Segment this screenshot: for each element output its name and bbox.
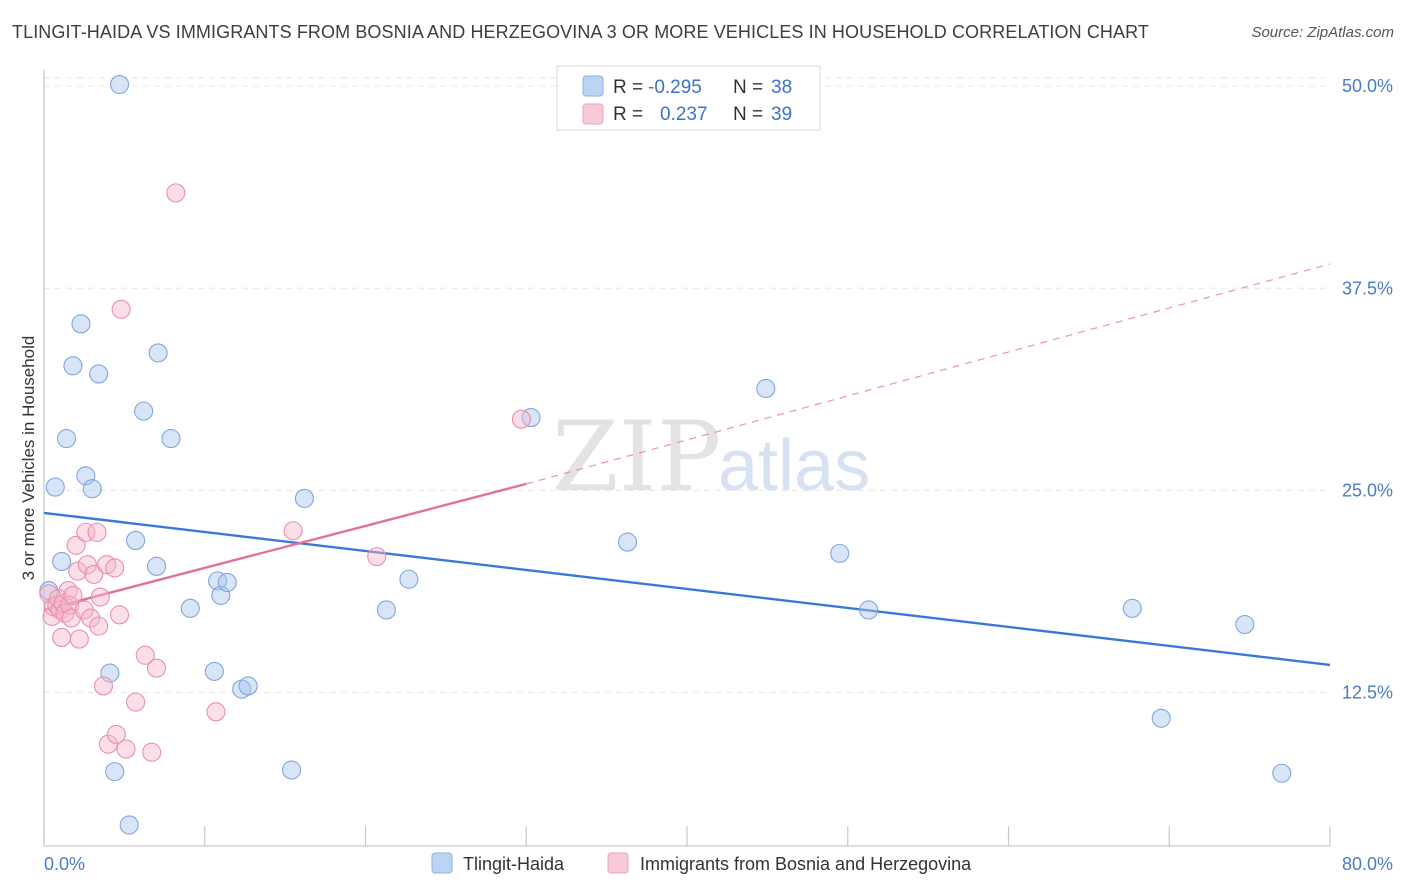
point-0-17: [161, 429, 181, 449]
y-tick-label-3: 50.0%: [1342, 76, 1393, 96]
point-1-39: [367, 547, 387, 567]
point-0-31: [756, 378, 776, 399]
bottom-legend-swatch-blue: [431, 852, 453, 874]
point-0-18: [180, 598, 200, 618]
point-0-22: [217, 572, 237, 593]
point-1-15: [69, 629, 89, 649]
point-1-13: [66, 535, 86, 555]
point-0-8: [89, 364, 109, 384]
point-0-4: [63, 356, 83, 376]
point-0-7: [82, 479, 102, 499]
point-1-7: [53, 593, 73, 614]
point-1-34: [142, 742, 162, 762]
x-tick-label-max: 80.0%: [1342, 854, 1393, 874]
point-1-37: [206, 702, 226, 722]
series-legend: Tlingit-Haida Immigrants from Bosnia and…: [431, 852, 972, 874]
point-0-28: [399, 569, 419, 589]
legend-swatch-pink: [582, 103, 604, 125]
point-0-11: [110, 75, 130, 95]
point-1-0: [39, 584, 59, 604]
point-0-36: [1235, 614, 1255, 635]
x-tick-label-min: 0.0%: [44, 854, 85, 874]
trend-line-extension-1: [526, 263, 1331, 485]
chart-title: TLINGIT-HAIDA VS IMMIGRANTS FROM BOSNIA …: [12, 22, 1150, 42]
legend-r-value-1: 0.237: [660, 104, 708, 125]
legend-n-value-1: 39: [771, 104, 792, 125]
point-0-20: [208, 571, 228, 591]
point-0-33: [859, 600, 879, 620]
y-axis-label: 3 or more Vehicles in Household: [19, 336, 38, 581]
legend-r-label-0: R =: [613, 77, 643, 98]
trend-lines: [43, 263, 1331, 667]
point-0-2: [52, 551, 72, 572]
y-tick-label-1: 25.0%: [1342, 480, 1393, 500]
point-1-32: [126, 692, 146, 712]
point-0-3: [56, 429, 77, 449]
point-0-24: [238, 676, 258, 696]
point-1-22: [89, 616, 109, 636]
point-0-10: [105, 762, 125, 782]
trend-line-0: [43, 511, 1331, 667]
point-1-24: [93, 676, 114, 696]
point-1-38: [283, 521, 303, 541]
bottom-legend-label-1: Immigrants from Bosnia and Herzegovina: [640, 854, 972, 874]
watermark-atlas: atlas: [718, 426, 870, 506]
point-1-18: [77, 555, 97, 575]
point-1-6: [52, 627, 72, 648]
point-1-40: [511, 409, 531, 429]
point-0-19: [204, 661, 224, 681]
point-1-28: [106, 724, 126, 745]
point-0-30: [617, 532, 638, 552]
point-1-12: [63, 585, 83, 605]
legend-r-value-0: -0.295: [648, 77, 702, 98]
point-1-30: [111, 299, 131, 319]
point-1-14: [68, 561, 88, 581]
point-0-37: [1272, 763, 1292, 783]
point-1-33: [135, 645, 155, 665]
point-0-5: [71, 314, 91, 334]
source-credit: Source: ZipAtlas.com: [1251, 24, 1394, 41]
point-1-29: [110, 605, 130, 625]
point-0-14: [134, 401, 154, 421]
point-1-27: [105, 558, 125, 578]
point-0-26: [294, 488, 314, 508]
bottom-legend-swatch-pink: [607, 852, 629, 874]
legend-n-label-1: N =: [733, 104, 763, 125]
point-0-35: [1151, 708, 1171, 728]
point-0-25: [282, 760, 302, 780]
y-axis-tick-labels: 12.5% 25.0% 37.5% 50.0%: [1342, 76, 1393, 702]
point-0-29: [521, 408, 541, 428]
point-1-17: [76, 522, 96, 542]
trend-line-1: [43, 482, 527, 612]
y-tick-label-2: 37.5%: [1342, 278, 1393, 298]
point-1-1: [42, 606, 62, 626]
point-1-35: [146, 658, 167, 678]
point-1-19: [81, 608, 101, 628]
x-axis-ticks: [43, 826, 1331, 846]
point-1-21: [87, 522, 107, 542]
bottom-legend-label-0: Tlingit-Haida: [463, 854, 565, 874]
series-bosnia-points: [39, 183, 531, 762]
correlation-legend: R = -0.295 N = 38 R = 0.237 N = 39: [556, 65, 821, 131]
point-1-23: [90, 587, 110, 607]
point-1-20: [84, 564, 104, 584]
point-1-26: [98, 734, 118, 754]
point-1-31: [116, 739, 136, 759]
legend-n-value-0: 38: [771, 77, 792, 98]
point-0-27: [376, 600, 396, 620]
point-0-16: [148, 343, 168, 363]
legend-n-label-0: N =: [733, 77, 763, 98]
watermark-zip: ZIP: [552, 401, 721, 513]
point-0-12: [119, 815, 139, 835]
legend-swatch-blue: [582, 75, 604, 97]
y-tick-label-0: 12.5%: [1342, 682, 1393, 702]
legend-r-label-1: R =: [613, 104, 643, 125]
point-0-34: [1122, 598, 1142, 618]
point-0-1: [45, 477, 65, 497]
point-1-36: [166, 183, 186, 203]
point-0-15: [146, 556, 167, 576]
point-0-32: [830, 543, 850, 563]
point-0-13: [126, 530, 146, 551]
